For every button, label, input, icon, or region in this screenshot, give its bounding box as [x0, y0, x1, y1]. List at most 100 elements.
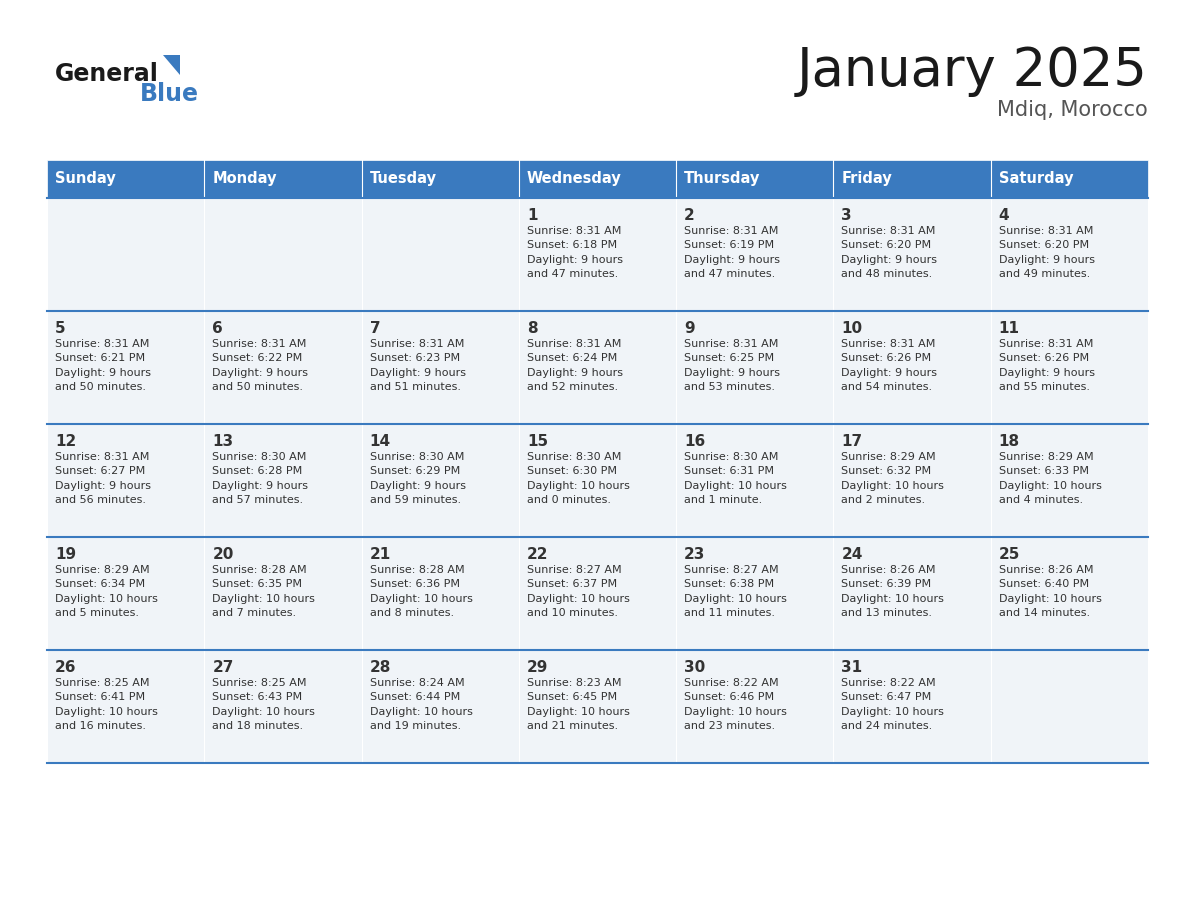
Text: Sunrise: 8:22 AM
Sunset: 6:46 PM
Daylight: 10 hours
and 23 minutes.: Sunrise: 8:22 AM Sunset: 6:46 PM Dayligh…: [684, 678, 786, 732]
Text: 19: 19: [55, 547, 76, 562]
Text: Saturday: Saturday: [999, 172, 1073, 186]
Bar: [361, 650, 519, 763]
Bar: [48, 311, 204, 424]
Bar: [204, 650, 361, 763]
Text: Sunrise: 8:29 AM
Sunset: 6:34 PM
Daylight: 10 hours
and 5 minutes.: Sunrise: 8:29 AM Sunset: 6:34 PM Dayligh…: [55, 565, 158, 618]
Text: Sunrise: 8:28 AM
Sunset: 6:35 PM
Daylight: 10 hours
and 7 minutes.: Sunrise: 8:28 AM Sunset: 6:35 PM Dayligh…: [213, 565, 315, 618]
Text: Blue: Blue: [140, 82, 200, 106]
Bar: [48, 160, 204, 198]
Text: 22: 22: [526, 547, 549, 562]
Text: 18: 18: [999, 434, 1019, 449]
Bar: [48, 537, 204, 650]
Bar: [676, 311, 834, 424]
Text: Sunrise: 8:25 AM
Sunset: 6:43 PM
Daylight: 10 hours
and 18 minutes.: Sunrise: 8:25 AM Sunset: 6:43 PM Dayligh…: [213, 678, 315, 732]
Text: Sunrise: 8:31 AM
Sunset: 6:19 PM
Daylight: 9 hours
and 47 minutes.: Sunrise: 8:31 AM Sunset: 6:19 PM Dayligh…: [684, 226, 781, 279]
Bar: [834, 160, 991, 198]
Bar: [204, 424, 361, 537]
Bar: [361, 198, 519, 311]
Text: 27: 27: [213, 660, 234, 675]
Text: Sunrise: 8:31 AM
Sunset: 6:20 PM
Daylight: 9 hours
and 49 minutes.: Sunrise: 8:31 AM Sunset: 6:20 PM Dayligh…: [999, 226, 1094, 279]
Bar: [991, 650, 1148, 763]
Bar: [361, 160, 519, 198]
Bar: [519, 198, 676, 311]
Text: 14: 14: [369, 434, 391, 449]
Bar: [204, 311, 361, 424]
Text: 24: 24: [841, 547, 862, 562]
Bar: [361, 424, 519, 537]
Text: 26: 26: [55, 660, 76, 675]
Text: 23: 23: [684, 547, 706, 562]
Text: Monday: Monday: [213, 172, 277, 186]
Text: 9: 9: [684, 321, 695, 336]
Text: Sunrise: 8:30 AM
Sunset: 6:29 PM
Daylight: 9 hours
and 59 minutes.: Sunrise: 8:30 AM Sunset: 6:29 PM Dayligh…: [369, 452, 466, 505]
Text: Sunrise: 8:31 AM
Sunset: 6:18 PM
Daylight: 9 hours
and 47 minutes.: Sunrise: 8:31 AM Sunset: 6:18 PM Dayligh…: [526, 226, 623, 279]
Text: Sunrise: 8:22 AM
Sunset: 6:47 PM
Daylight: 10 hours
and 24 minutes.: Sunrise: 8:22 AM Sunset: 6:47 PM Dayligh…: [841, 678, 944, 732]
Bar: [204, 160, 361, 198]
Bar: [991, 160, 1148, 198]
Bar: [834, 650, 991, 763]
Polygon shape: [163, 55, 181, 75]
Text: 21: 21: [369, 547, 391, 562]
Text: Sunrise: 8:24 AM
Sunset: 6:44 PM
Daylight: 10 hours
and 19 minutes.: Sunrise: 8:24 AM Sunset: 6:44 PM Dayligh…: [369, 678, 473, 732]
Text: Wednesday: Wednesday: [526, 172, 621, 186]
Text: Sunrise: 8:30 AM
Sunset: 6:28 PM
Daylight: 9 hours
and 57 minutes.: Sunrise: 8:30 AM Sunset: 6:28 PM Dayligh…: [213, 452, 308, 505]
Text: 25: 25: [999, 547, 1020, 562]
Text: 11: 11: [999, 321, 1019, 336]
Bar: [519, 537, 676, 650]
Bar: [676, 424, 834, 537]
Text: 6: 6: [213, 321, 223, 336]
Text: Sunrise: 8:31 AM
Sunset: 6:23 PM
Daylight: 9 hours
and 51 minutes.: Sunrise: 8:31 AM Sunset: 6:23 PM Dayligh…: [369, 339, 466, 392]
Text: 31: 31: [841, 660, 862, 675]
Bar: [834, 537, 991, 650]
Bar: [361, 311, 519, 424]
Text: Sunrise: 8:29 AM
Sunset: 6:32 PM
Daylight: 10 hours
and 2 minutes.: Sunrise: 8:29 AM Sunset: 6:32 PM Dayligh…: [841, 452, 944, 505]
Text: 2: 2: [684, 208, 695, 223]
Text: 1: 1: [526, 208, 537, 223]
Text: January 2025: January 2025: [797, 45, 1148, 97]
Text: Friday: Friday: [841, 172, 892, 186]
Bar: [519, 424, 676, 537]
Text: Sunrise: 8:31 AM
Sunset: 6:21 PM
Daylight: 9 hours
and 50 minutes.: Sunrise: 8:31 AM Sunset: 6:21 PM Dayligh…: [55, 339, 151, 392]
Text: Sunrise: 8:30 AM
Sunset: 6:30 PM
Daylight: 10 hours
and 0 minutes.: Sunrise: 8:30 AM Sunset: 6:30 PM Dayligh…: [526, 452, 630, 505]
Text: 13: 13: [213, 434, 233, 449]
Text: Sunrise: 8:27 AM
Sunset: 6:37 PM
Daylight: 10 hours
and 10 minutes.: Sunrise: 8:27 AM Sunset: 6:37 PM Dayligh…: [526, 565, 630, 618]
Text: 30: 30: [684, 660, 706, 675]
Text: Sunrise: 8:28 AM
Sunset: 6:36 PM
Daylight: 10 hours
and 8 minutes.: Sunrise: 8:28 AM Sunset: 6:36 PM Dayligh…: [369, 565, 473, 618]
Bar: [991, 198, 1148, 311]
Text: Sunrise: 8:31 AM
Sunset: 6:27 PM
Daylight: 9 hours
and 56 minutes.: Sunrise: 8:31 AM Sunset: 6:27 PM Dayligh…: [55, 452, 151, 505]
Bar: [361, 537, 519, 650]
Text: 3: 3: [841, 208, 852, 223]
Text: 28: 28: [369, 660, 391, 675]
Bar: [676, 650, 834, 763]
Bar: [48, 198, 204, 311]
Text: 17: 17: [841, 434, 862, 449]
Text: Sunrise: 8:27 AM
Sunset: 6:38 PM
Daylight: 10 hours
and 11 minutes.: Sunrise: 8:27 AM Sunset: 6:38 PM Dayligh…: [684, 565, 786, 618]
Text: Thursday: Thursday: [684, 172, 760, 186]
Bar: [834, 311, 991, 424]
Bar: [676, 160, 834, 198]
Text: General: General: [55, 62, 159, 86]
Text: Sunday: Sunday: [55, 172, 115, 186]
Bar: [991, 311, 1148, 424]
Text: 8: 8: [526, 321, 537, 336]
Bar: [676, 537, 834, 650]
Text: 20: 20: [213, 547, 234, 562]
Bar: [834, 424, 991, 537]
Text: Sunrise: 8:31 AM
Sunset: 6:20 PM
Daylight: 9 hours
and 48 minutes.: Sunrise: 8:31 AM Sunset: 6:20 PM Dayligh…: [841, 226, 937, 279]
Bar: [991, 537, 1148, 650]
Text: 10: 10: [841, 321, 862, 336]
Bar: [519, 160, 676, 198]
Text: Sunrise: 8:30 AM
Sunset: 6:31 PM
Daylight: 10 hours
and 1 minute.: Sunrise: 8:30 AM Sunset: 6:31 PM Dayligh…: [684, 452, 786, 505]
Bar: [48, 650, 204, 763]
Text: 5: 5: [55, 321, 65, 336]
Text: 4: 4: [999, 208, 1010, 223]
Text: Sunrise: 8:26 AM
Sunset: 6:39 PM
Daylight: 10 hours
and 13 minutes.: Sunrise: 8:26 AM Sunset: 6:39 PM Dayligh…: [841, 565, 944, 618]
Text: Sunrise: 8:25 AM
Sunset: 6:41 PM
Daylight: 10 hours
and 16 minutes.: Sunrise: 8:25 AM Sunset: 6:41 PM Dayligh…: [55, 678, 158, 732]
Bar: [519, 311, 676, 424]
Text: 7: 7: [369, 321, 380, 336]
Bar: [676, 198, 834, 311]
Text: 12: 12: [55, 434, 76, 449]
Bar: [834, 198, 991, 311]
Text: 15: 15: [526, 434, 548, 449]
Text: Sunrise: 8:29 AM
Sunset: 6:33 PM
Daylight: 10 hours
and 4 minutes.: Sunrise: 8:29 AM Sunset: 6:33 PM Dayligh…: [999, 452, 1101, 505]
